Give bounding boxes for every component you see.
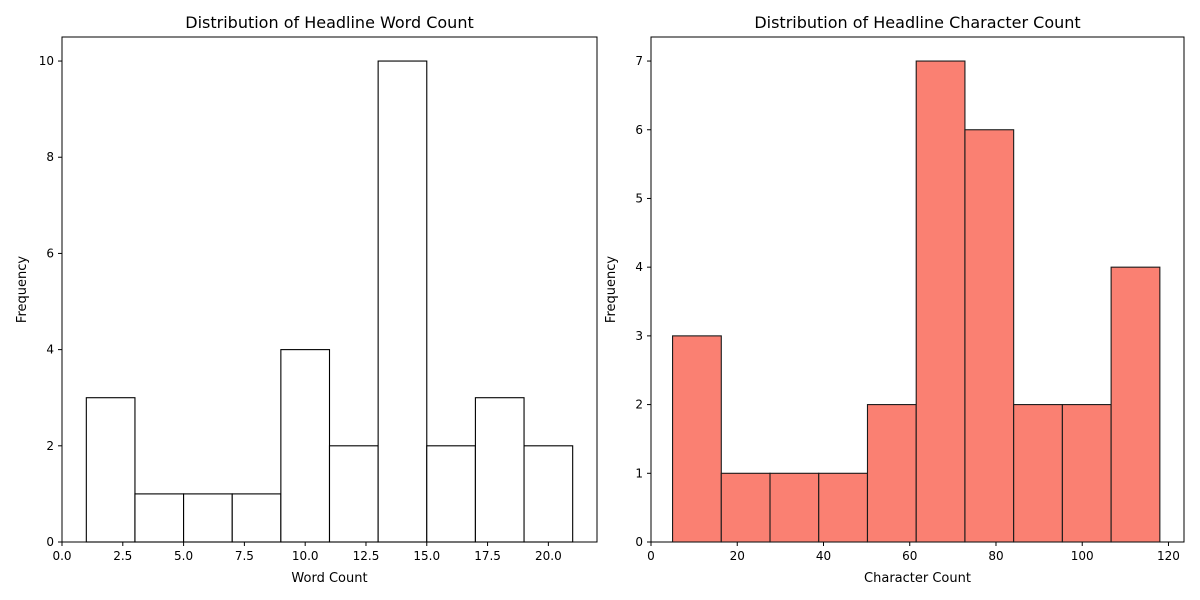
x-tick-label: 20.0 — [535, 549, 562, 563]
x-tick-label: 17.5 — [474, 549, 501, 563]
y-tick-label: 3 — [635, 329, 643, 343]
x-tick-label: 10.0 — [292, 549, 319, 563]
histogram-bar — [231, 493, 282, 543]
histogram-bar — [85, 397, 136, 543]
histogram-bar — [964, 129, 1015, 543]
histogram-bar — [523, 445, 574, 543]
histogram-bar — [769, 472, 820, 543]
histogram-bar — [1110, 266, 1161, 543]
histogram-bar — [183, 493, 233, 543]
y-tick-label: 2 — [635, 398, 643, 412]
y-tick-label: 4 — [635, 260, 643, 274]
histogram-bar — [328, 445, 379, 543]
x-tick-label: 12.5 — [353, 549, 380, 563]
y-axis-label: Frequency — [15, 256, 30, 323]
y-tick-label: 0 — [46, 535, 54, 549]
histogram-bar — [280, 349, 331, 543]
histogram-bar — [474, 397, 525, 543]
x-axis-ticks: 0 20 40 60 80 100 120 — [647, 542, 1180, 563]
x-tick-label: 120 — [1157, 549, 1180, 563]
y-tick-label: 6 — [635, 123, 643, 137]
y-axis-ticks: 0 2 4 6 8 10 — [39, 54, 62, 549]
x-tick-label: 80 — [988, 549, 1003, 563]
x-tick-label: 40 — [816, 549, 831, 563]
x-axis-ticks: 0.0 2.5 5.0 7.5 10.0 12.5 15.0 17.5 20.0 — [52, 542, 562, 563]
histogram-bar — [915, 60, 966, 543]
y-tick-label: 7 — [635, 54, 643, 68]
histogram-bar — [672, 335, 722, 543]
x-tick-label: 60 — [902, 549, 917, 563]
x-axis-label: Character Count — [864, 571, 971, 586]
y-tick-label: 2 — [46, 439, 54, 453]
y-axis-label: Frequency — [604, 256, 619, 323]
x-tick-label: 5.0 — [174, 549, 193, 563]
histogram-bar — [720, 472, 771, 543]
y-tick-label: 8 — [46, 150, 54, 164]
histogram-bar — [1013, 404, 1063, 543]
histogram-bar — [866, 404, 917, 543]
y-tick-label: 4 — [46, 343, 54, 357]
character-count-histogram-panel: 0 20 40 60 80 100 120 0 1 2 3 4 5 6 7 Distribution of… — [604, 13, 1185, 586]
histogram-bar — [1061, 404, 1112, 543]
chart-title: Distribution of Headline Character Count — [754, 13, 1080, 32]
x-tick-label: 0.0 — [52, 549, 71, 563]
histogram-bar — [377, 60, 428, 543]
x-tick-label: 2.5 — [113, 549, 132, 563]
histogram-bar — [134, 493, 185, 543]
y-tick-label: 10 — [39, 54, 54, 68]
y-tick-label: 1 — [635, 466, 643, 480]
chart-title: Distribution of Headline Word Count — [185, 13, 473, 32]
x-tick-label: 15.0 — [413, 549, 440, 563]
histogram-bar — [426, 445, 476, 543]
y-tick-label: 5 — [635, 191, 643, 205]
bars — [85, 60, 574, 543]
x-tick-label: 20 — [730, 549, 745, 563]
x-axis-label: Word Count — [291, 571, 367, 586]
histogram-bar — [818, 472, 869, 543]
bars — [672, 60, 1161, 543]
x-tick-label: 7.5 — [235, 549, 254, 563]
y-tick-label: 6 — [46, 246, 54, 260]
y-axis-ticks: 0 1 2 3 4 5 6 7 — [635, 54, 651, 549]
word-count-histogram-panel: 0.0 2.5 5.0 7.5 10.0 12.5 15.0 17.5 20.0 0 2 4 6 8 10… — [15, 13, 598, 586]
x-tick-label: 0 — [647, 549, 655, 563]
x-tick-label: 100 — [1071, 549, 1094, 563]
y-tick-label: 0 — [635, 535, 643, 549]
